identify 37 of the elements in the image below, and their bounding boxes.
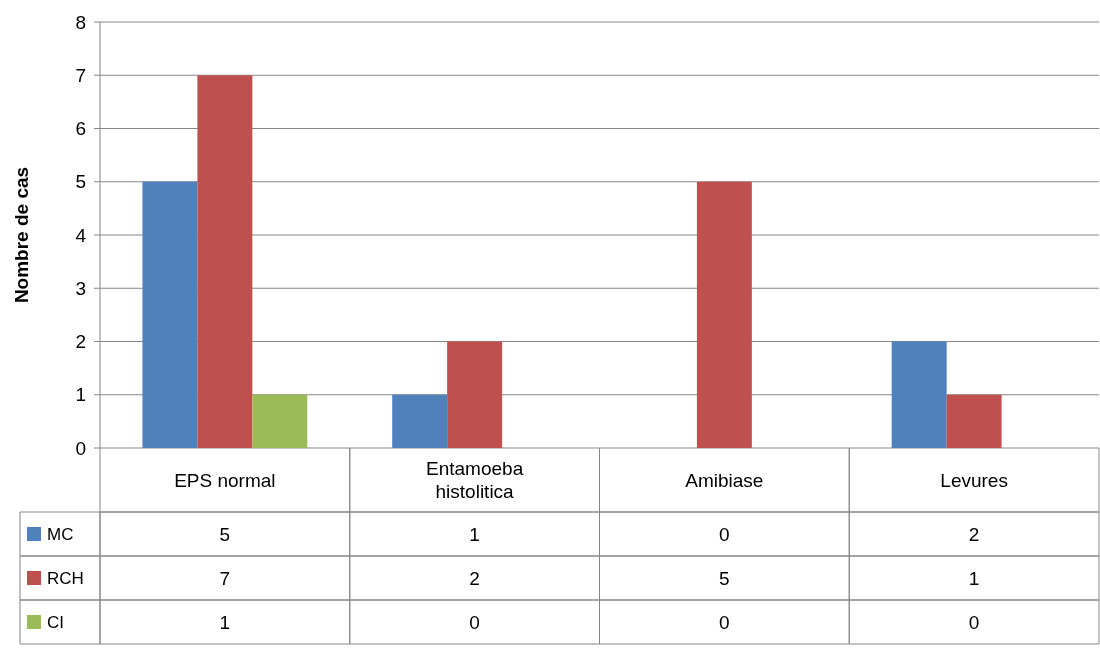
data-label: 1 <box>469 523 480 545</box>
bar <box>252 394 308 448</box>
data-label: 0 <box>719 611 730 633</box>
legend-label: MC <box>47 524 74 544</box>
bar <box>447 341 503 448</box>
data-label: 2 <box>469 567 480 589</box>
data-label: 1 <box>219 611 231 633</box>
bar <box>891 341 947 448</box>
y-axis-title: Nombre de cas <box>11 166 32 304</box>
legend-label: CI <box>47 612 64 632</box>
y-tick-label: 0 <box>75 437 86 459</box>
data-label: 0 <box>968 611 980 633</box>
y-tick-label: 2 <box>75 331 86 353</box>
y-tick-label: 8 <box>75 11 86 33</box>
x-tick-label: Levures <box>940 469 1008 491</box>
legend-label: RCH <box>47 568 84 588</box>
y-tick-label: 4 <box>75 224 87 246</box>
x-tick-label: EPS normal <box>174 469 276 491</box>
bar <box>197 75 253 448</box>
bar <box>142 181 198 448</box>
bar <box>392 394 448 448</box>
x-tick-label: Amibiase <box>685 469 764 491</box>
data-label: 5 <box>719 567 730 589</box>
y-tick-label: 1 <box>75 384 86 406</box>
bar <box>696 181 752 448</box>
data-label: 0 <box>469 611 480 633</box>
data-label: 5 <box>219 523 231 545</box>
y-tick-label: 5 <box>75 171 86 193</box>
data-label: 2 <box>968 523 980 545</box>
data-label: 1 <box>968 567 980 589</box>
bar <box>946 394 1002 448</box>
x-tick-label: Entamoeba histolitica <box>426 458 524 503</box>
y-tick-label: 3 <box>75 277 86 299</box>
y-tick-label: 7 <box>75 64 86 86</box>
y-tick-label: 6 <box>75 118 86 140</box>
data-label: 0 <box>719 523 730 545</box>
data-label: 7 <box>219 567 231 589</box>
